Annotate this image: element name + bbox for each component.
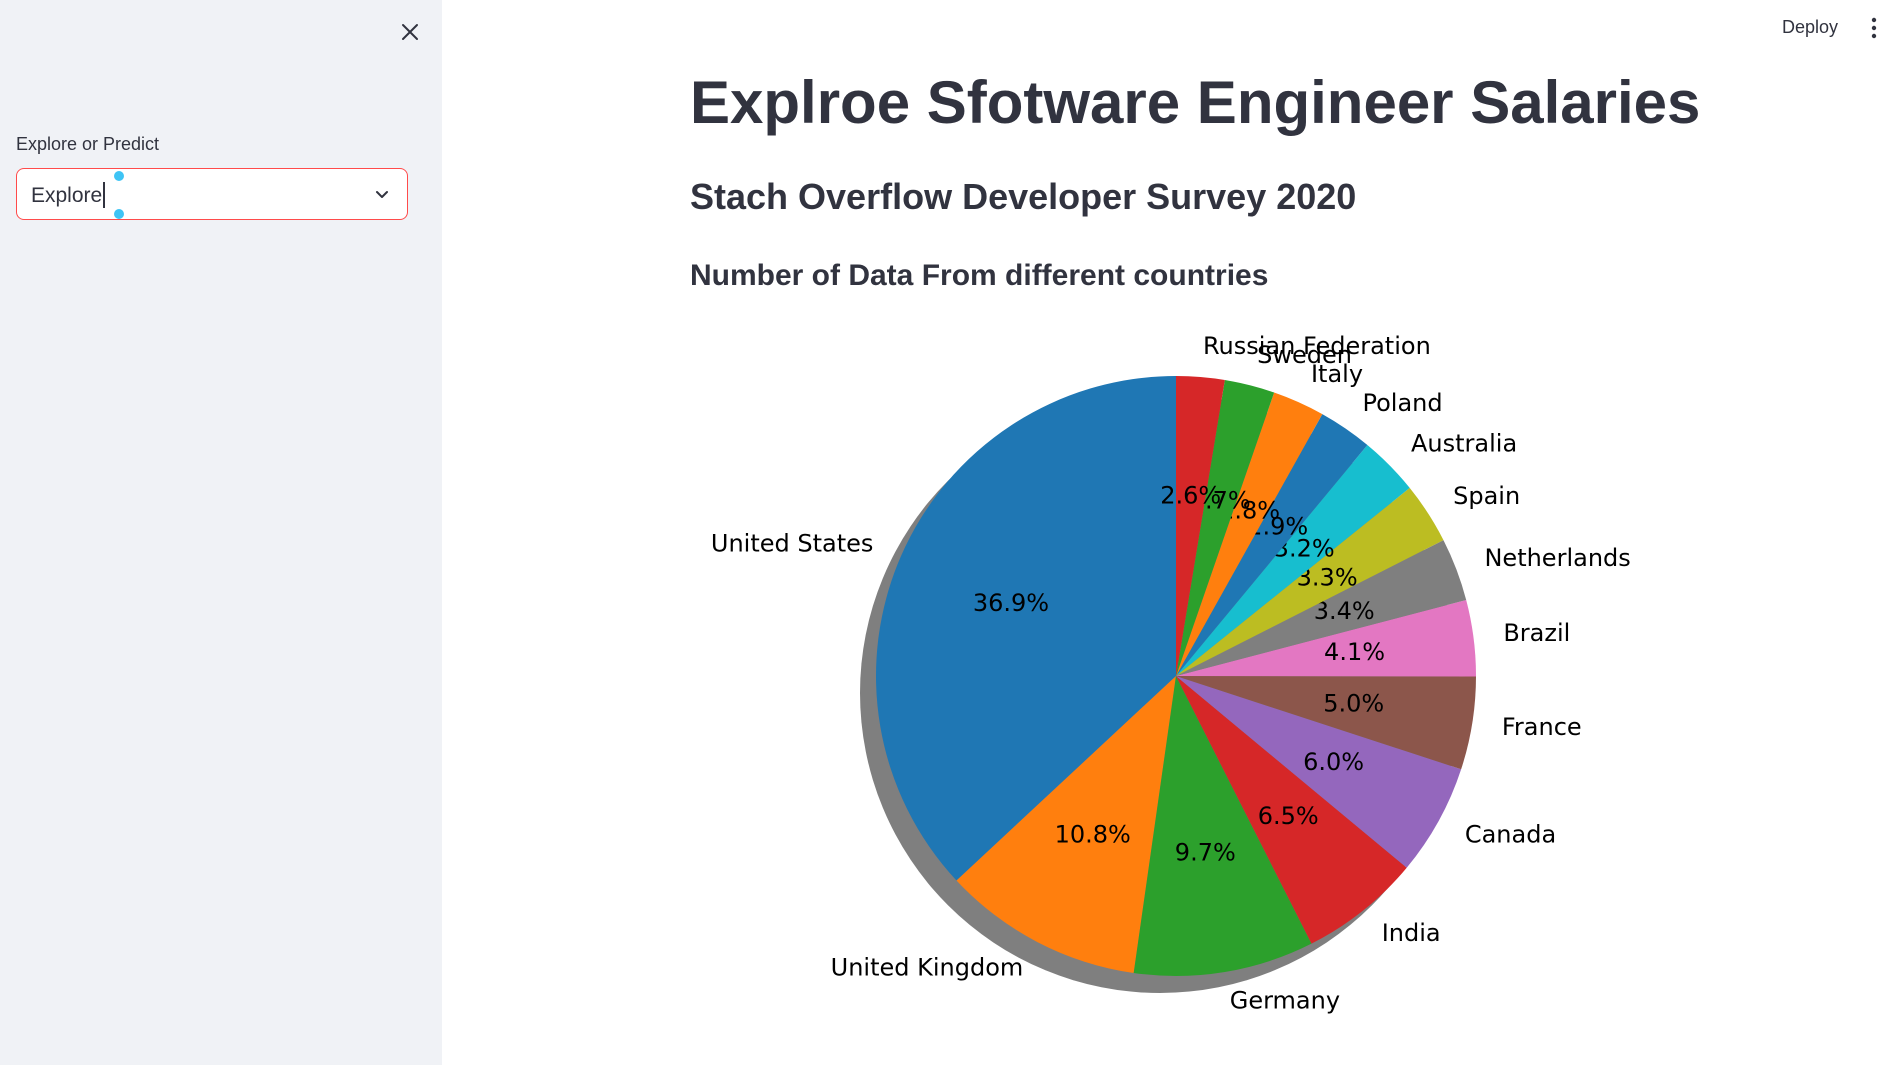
pie-category-label: United States xyxy=(711,529,874,557)
pie-slice-brazil xyxy=(1176,599,1476,677)
chevron-down-icon[interactable] xyxy=(371,184,393,206)
pie-slice-australia xyxy=(1176,444,1410,676)
pie-slice-india xyxy=(1176,676,1407,944)
pie-category-label: Spain xyxy=(1453,482,1520,510)
deploy-button[interactable]: Deploy xyxy=(1782,17,1839,37)
pie-category-label: United Kingdom xyxy=(831,954,1024,982)
pie-percent-label: 9.7% xyxy=(1175,839,1236,867)
pie-slice-sweden xyxy=(1176,380,1275,676)
pie-percent-label: 36.9% xyxy=(973,589,1049,617)
selection-handle-top[interactable] xyxy=(114,171,124,181)
pie-category-label: India xyxy=(1382,919,1441,947)
pie-category-label: Russian Federation xyxy=(1203,332,1431,360)
pie-category-label: France xyxy=(1502,713,1582,741)
chart-heading: Number of Data From different countries xyxy=(690,259,1269,292)
pie-percent-label: 6.0% xyxy=(1303,748,1364,776)
pie-slice-netherlands xyxy=(1176,540,1467,676)
close-sidebar-button[interactable] xyxy=(393,15,427,49)
pie-percent-label: 2.6% xyxy=(1160,482,1221,510)
pie-category-label: Netherlands xyxy=(1484,544,1630,572)
pie-slice-united-kingdom xyxy=(956,676,1176,974)
sidebar: Explore or Predict Explore xyxy=(0,0,442,1065)
pie-slice-united-states xyxy=(876,376,1176,881)
pie-percent-label: 3.4% xyxy=(1314,597,1375,625)
pie-category-label: Canada xyxy=(1465,821,1556,849)
selection-handle-bottom[interactable] xyxy=(114,209,124,219)
pie-slice-france xyxy=(1176,676,1476,770)
pie-percent-label: 5.0% xyxy=(1323,689,1384,717)
pie-percent-label: 4.1% xyxy=(1324,638,1385,666)
page-subtitle: Stach Overflow Developer Survey 2020 xyxy=(690,176,1357,217)
pie-percent-label: 6.5% xyxy=(1258,802,1319,830)
pie-slice-canada xyxy=(1176,676,1462,868)
select-value-text: Explore xyxy=(31,184,103,207)
explore-predict-select[interactable]: Explore xyxy=(16,168,408,220)
pie-slice-poland xyxy=(1176,414,1368,676)
page-title: Explroe Sfotware Engineer Salaries xyxy=(690,69,1701,136)
pie-chart: 36.9% United States 10.8% United Kingdom 9.7… xyxy=(711,332,1631,1015)
pie-category-label: Italy xyxy=(1311,360,1363,388)
pie-category-label: Sweden xyxy=(1257,341,1352,369)
select-label: Explore or Predict xyxy=(16,134,160,154)
pie-slice-germany xyxy=(1133,676,1312,976)
text-caret xyxy=(103,182,106,208)
pie-percent-label: 10.8% xyxy=(1055,821,1131,849)
main-menu-icon[interactable] xyxy=(1864,14,1884,42)
pie-category-label: Australia xyxy=(1411,429,1517,457)
pie-slice-russian-federation xyxy=(1176,376,1225,676)
pie-slice-italy xyxy=(1176,392,1323,676)
pie-category-label: Brazil xyxy=(1503,619,1570,647)
pie-slice-spain xyxy=(1176,487,1444,676)
pie-category-label: Germany xyxy=(1230,987,1340,1015)
close-icon xyxy=(402,24,418,40)
select-value[interactable]: Explore xyxy=(31,182,106,208)
pie-category-label: Poland xyxy=(1363,389,1443,417)
